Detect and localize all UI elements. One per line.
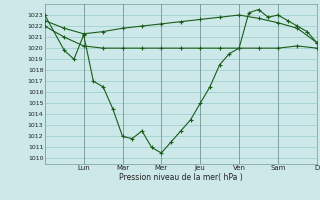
X-axis label: Pression niveau de la mer( hPa ): Pression niveau de la mer( hPa ): [119, 173, 243, 182]
